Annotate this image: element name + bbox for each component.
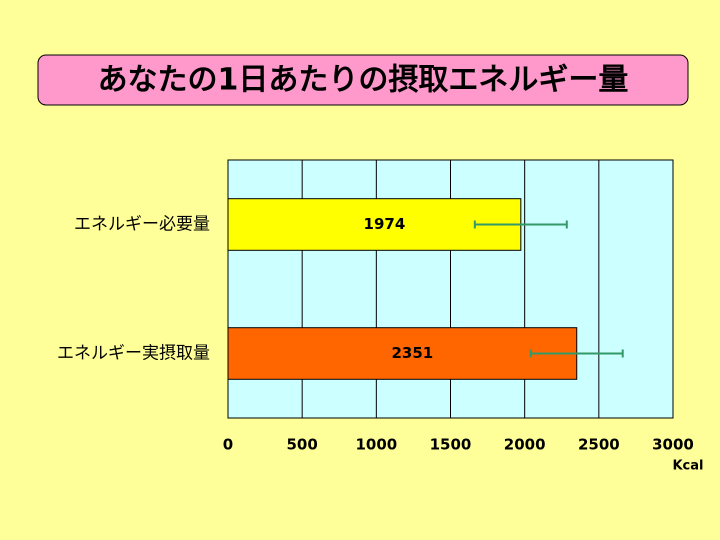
x-tick-label: 1000 <box>355 436 397 454</box>
data-label: 2351 <box>391 344 433 362</box>
x-tick-label: 1500 <box>430 436 472 454</box>
x-tick-label: 0 <box>223 436 233 454</box>
x-tick-label: 3000 <box>652 436 694 454</box>
x-tick-label: 500 <box>287 436 318 454</box>
y-tick-label: エネルギー必要量 <box>74 215 210 235</box>
bar <box>227 198 522 251</box>
error-bar <box>473 220 568 229</box>
bar <box>227 327 578 380</box>
x-tick-label: 2500 <box>578 436 620 454</box>
x-tick-label: 2000 <box>504 436 546 454</box>
data-label: 1974 <box>364 215 406 233</box>
chart-title: あなたの1日あたりの摂取エネルギー量 <box>98 63 629 98</box>
error-bar <box>529 349 624 358</box>
title-box <box>37 54 689 106</box>
y-tick-label: エネルギー実摂取量 <box>57 344 210 364</box>
x-axis-label: Kcal <box>672 459 703 474</box>
